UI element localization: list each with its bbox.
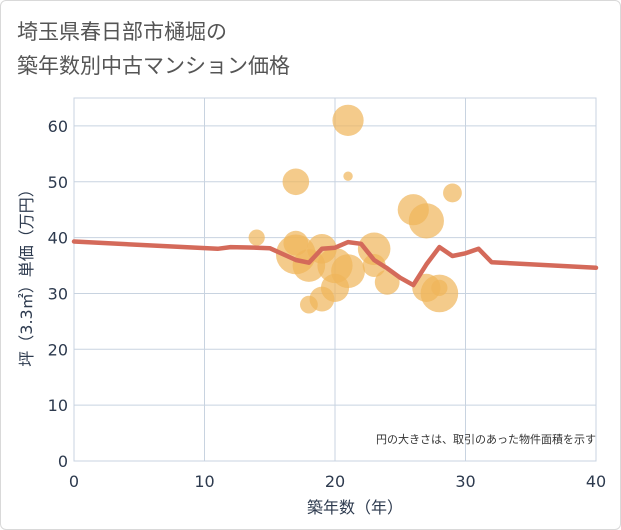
data-bubble	[374, 269, 400, 295]
data-bubble	[282, 168, 310, 196]
x-tick-label: 40	[586, 472, 606, 491]
data-bubble	[332, 104, 364, 136]
y-axis-title: 坪（3.3㎡）単価（万円）	[17, 181, 36, 366]
data-bubble	[431, 279, 448, 296]
trend-line-group	[71, 239, 599, 288]
data-bubble	[443, 183, 462, 203]
data-bubble	[300, 295, 318, 314]
bubbles	[248, 104, 462, 314]
y-tick-label: 30	[48, 284, 68, 303]
y-tick-label: 40	[48, 229, 68, 248]
data-bubble	[248, 229, 265, 246]
x-tick-label: 30	[455, 472, 475, 491]
chart-title-line2: 築年数別中古マンション価格	[17, 54, 290, 78]
y-tick-label: 10	[48, 396, 68, 415]
size-note: 円の大きさは、取引のあった物件面積を示す	[376, 432, 596, 446]
trend-line	[71, 239, 599, 288]
grid	[73, 97, 597, 462]
data-bubble	[343, 171, 353, 181]
x-tick-label: 20	[325, 472, 345, 491]
y-tick-label: 60	[48, 117, 68, 136]
x-axis-title: 築年数（年）	[307, 498, 403, 517]
y-tick-label: 50	[48, 173, 68, 192]
data-bubble	[408, 203, 444, 239]
data-bubble	[357, 232, 391, 266]
y-tick-label: 20	[48, 340, 68, 359]
chart-title: 埼玉県春日部市樋堀の 築年数別中古マンション価格	[17, 15, 290, 83]
x-tick-label: 10	[194, 472, 214, 491]
y-tick-label: 0	[58, 452, 68, 471]
data-bubble	[362, 254, 386, 278]
data-bubble	[331, 254, 365, 289]
chart-title-line1: 埼玉県春日部市樋堀の	[17, 20, 227, 44]
x-tick-label: 0	[69, 472, 79, 491]
ticks: 0 10 20 30 40 0 10 20 30 40 50 60	[48, 117, 607, 491]
